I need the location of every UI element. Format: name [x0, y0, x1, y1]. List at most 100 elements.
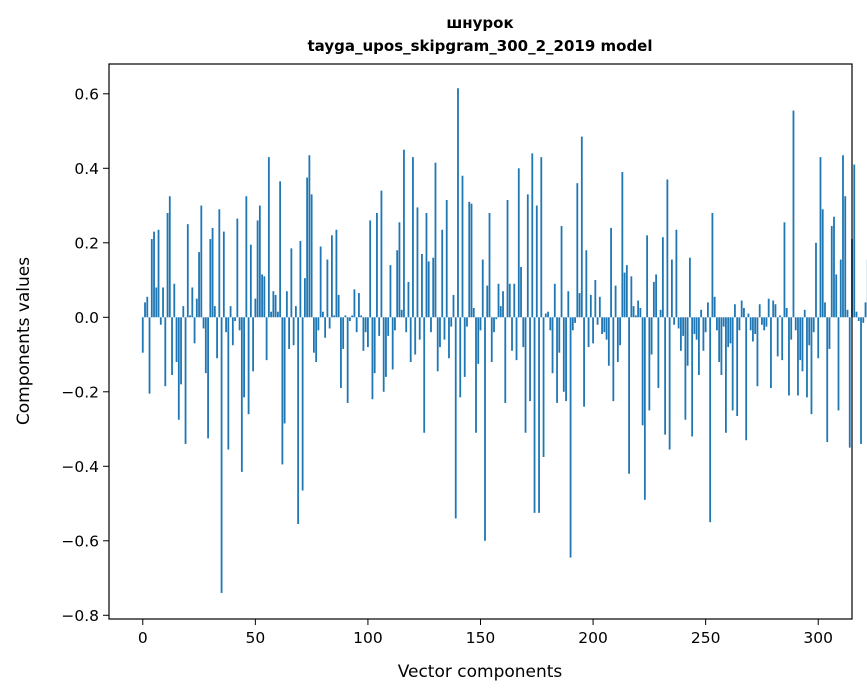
bar-314	[848, 317, 851, 448]
bar-261	[729, 317, 732, 344]
bar-253	[711, 212, 714, 318]
bar-6	[155, 287, 158, 318]
bar-145	[468, 201, 471, 318]
bar-22	[191, 287, 194, 318]
bar-48	[249, 244, 252, 318]
bar-277	[765, 317, 768, 327]
bar-179	[544, 313, 547, 318]
y-tick-label: −0.8	[61, 607, 99, 625]
bar-254	[713, 296, 716, 318]
bar-230	[659, 309, 662, 318]
bar-112	[394, 317, 396, 331]
bar-223	[643, 317, 646, 500]
bar-235	[670, 259, 673, 318]
bar-82	[326, 259, 329, 318]
bar-308	[835, 274, 838, 318]
bar-251	[707, 302, 709, 318]
bar-187	[562, 317, 565, 392]
bar-269	[747, 313, 750, 318]
bar-51	[256, 220, 259, 318]
bar-300	[817, 317, 820, 359]
bar-23	[193, 317, 196, 344]
bar-45	[243, 317, 245, 398]
bar-69	[297, 317, 300, 525]
bar-149	[477, 317, 480, 364]
bar-307	[833, 216, 835, 318]
bar-229	[657, 317, 660, 389]
bar-29	[207, 317, 209, 439]
bar-262	[731, 317, 734, 411]
bar-301	[819, 157, 822, 318]
bar-306	[830, 226, 833, 318]
bar-212	[619, 317, 621, 346]
bar-167	[517, 168, 520, 318]
bar-70	[299, 240, 302, 318]
bar-133	[441, 229, 444, 318]
bar-27	[202, 317, 205, 329]
x-axis-label: Vector components	[398, 662, 563, 682]
bar-109	[387, 317, 390, 336]
bar-39	[229, 306, 232, 318]
bar-256	[718, 317, 721, 362]
bar-153	[486, 285, 489, 318]
bar-257	[720, 317, 723, 376]
plot-frame	[108, 63, 853, 620]
bar-195	[580, 136, 583, 318]
bar-138	[452, 294, 455, 318]
bar-188	[565, 317, 567, 402]
bar-80	[321, 311, 324, 318]
bar-294	[803, 309, 806, 318]
bar-206	[605, 317, 608, 340]
bar-159	[499, 306, 502, 318]
bar-175	[535, 205, 538, 318]
bar-57	[270, 311, 273, 318]
y-tick-label: −0.6	[61, 532, 99, 550]
bar-166	[515, 317, 518, 361]
bar-236	[673, 317, 676, 325]
y-tick-label: 0.6	[74, 85, 99, 103]
x-tick-label: 50	[245, 629, 265, 647]
bar-95	[355, 317, 358, 333]
bar-180	[547, 311, 549, 318]
bar-250	[704, 317, 707, 333]
bar-225	[648, 317, 651, 411]
bar-41	[234, 317, 236, 322]
bar-17	[180, 317, 182, 385]
bar-313	[846, 309, 849, 318]
bar-176	[538, 317, 540, 513]
bar-38	[227, 317, 230, 450]
bar-266	[740, 300, 743, 318]
bar-240	[682, 317, 685, 336]
bar-60	[276, 311, 279, 318]
bar-129	[432, 257, 435, 318]
bar-156	[493, 317, 495, 333]
bar-140	[457, 88, 459, 318]
bar-126	[425, 212, 428, 318]
x-tick-label: 150	[466, 629, 496, 647]
bar-216	[628, 317, 630, 474]
bar-18	[182, 306, 185, 318]
bar-89	[342, 317, 345, 349]
bar-117	[405, 317, 408, 333]
bar-157	[495, 317, 498, 320]
bar-295	[806, 317, 808, 398]
y-tick-label: 0.0	[74, 309, 99, 327]
bar-318	[857, 317, 860, 322]
bar-88	[340, 317, 342, 389]
bar-182	[551, 317, 554, 374]
bar-120	[412, 157, 414, 318]
bar-136	[448, 317, 450, 359]
bar-118	[407, 281, 410, 318]
bar-64	[285, 291, 288, 318]
bar-90	[344, 315, 347, 318]
bar-150	[479, 317, 482, 331]
bar-282	[776, 317, 779, 357]
bar-178	[542, 317, 545, 457]
bar-172	[529, 317, 531, 402]
bar-108	[385, 317, 387, 377]
bar-164	[511, 317, 513, 351]
bar-184	[556, 317, 558, 403]
bar-63	[283, 317, 286, 424]
bar-285	[783, 222, 786, 318]
bar-2	[146, 296, 149, 318]
